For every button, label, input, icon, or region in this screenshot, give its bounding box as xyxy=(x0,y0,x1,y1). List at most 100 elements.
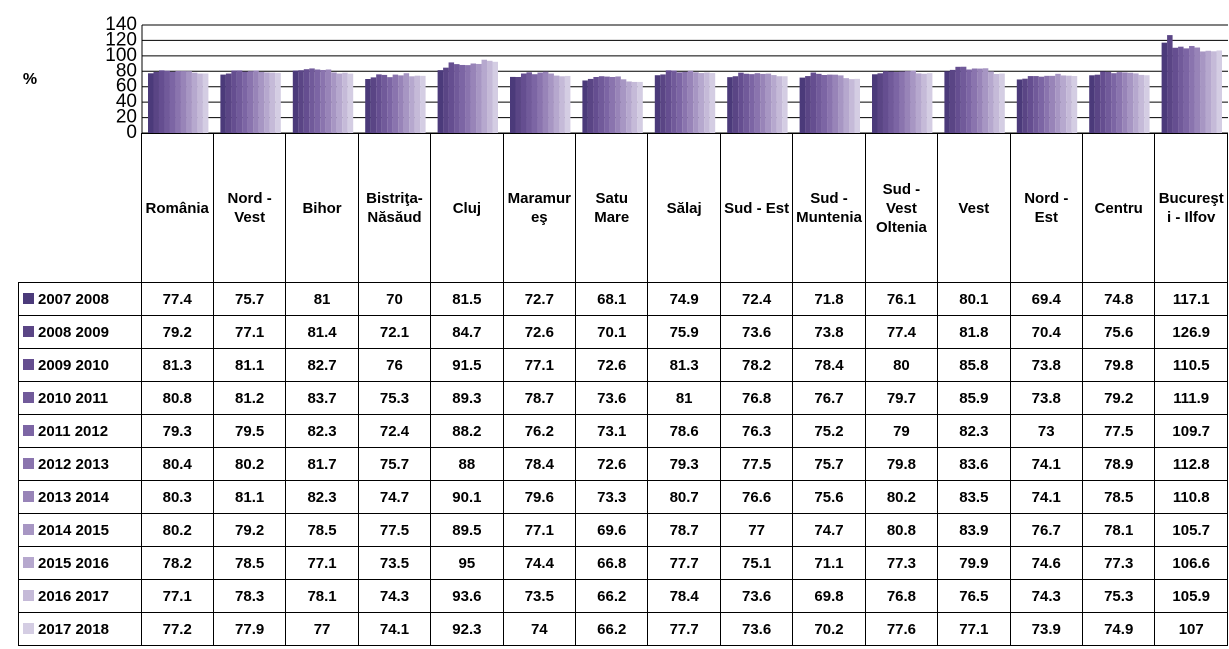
value-cell: 66.2 xyxy=(575,612,649,646)
bar xyxy=(1049,75,1056,133)
data-row: 2014 2015 80.2 79.2 78.5 77.5 89.5 77.1 69.6 78.… xyxy=(18,513,1228,547)
value-cell: 77.9 xyxy=(212,612,287,646)
value-cell: 74.7 xyxy=(792,513,866,547)
data-row: 2012 2013 80.4 80.2 81.7 75.7 88 78.4 72.6 79.3 7… xyxy=(18,447,1228,481)
value-cell: 79.2 xyxy=(1081,381,1156,415)
value-cell: 117.1 xyxy=(1154,282,1228,316)
value-cell: 79.2 xyxy=(140,315,214,349)
value-cell: 79 xyxy=(864,414,939,448)
bar xyxy=(999,73,1005,133)
bar xyxy=(805,76,811,133)
bar xyxy=(1071,75,1078,133)
bar xyxy=(331,72,337,133)
value-cell: 79.3 xyxy=(140,414,214,448)
value-cell: 106.6 xyxy=(1154,546,1228,580)
bar xyxy=(158,70,165,133)
value-cell: 109.7 xyxy=(1154,414,1228,448)
y-axis-label: % xyxy=(23,71,37,88)
bar xyxy=(336,73,343,133)
legend-label: 2009 2010 xyxy=(38,356,109,374)
value-cell: 69.6 xyxy=(575,513,649,547)
value-cell: 81 xyxy=(285,282,359,316)
value-cell: 75.7 xyxy=(792,447,866,481)
bar xyxy=(682,71,688,133)
category-label: Centru xyxy=(1081,133,1156,283)
value-cell: 77.3 xyxy=(1081,546,1156,580)
bar xyxy=(175,70,181,133)
bar xyxy=(631,81,638,133)
bar xyxy=(982,68,989,133)
value-cell: 72.4 xyxy=(357,414,432,448)
bar xyxy=(1205,50,1212,133)
value-cell: 93.6 xyxy=(430,579,504,613)
bar xyxy=(169,71,176,133)
value-cell: 66.8 xyxy=(575,546,649,580)
value-cell: 73.8 xyxy=(1009,348,1083,382)
bar xyxy=(202,73,209,133)
value-cell: 78.1 xyxy=(285,579,359,613)
value-cell: 73.6 xyxy=(719,612,794,646)
value-cell: 72.7 xyxy=(502,282,577,316)
bar xyxy=(370,77,377,133)
bar xyxy=(676,72,683,133)
bar xyxy=(153,71,159,133)
value-cell: 74 xyxy=(502,612,577,646)
value-cell: 110.5 xyxy=(1154,348,1228,382)
value-cell: 74.3 xyxy=(1009,579,1083,613)
bar xyxy=(236,70,243,133)
value-cell: 75.9 xyxy=(647,315,721,349)
bar xyxy=(698,73,705,133)
bar xyxy=(872,74,878,133)
value-cell: 84.7 xyxy=(430,315,504,349)
value-cell: 77 xyxy=(719,513,794,547)
value-cell: 78.1 xyxy=(1081,513,1156,547)
bar xyxy=(275,72,281,133)
value-cell: 74.9 xyxy=(1081,612,1156,646)
legend-cell: 2012 2013 xyxy=(18,447,142,481)
bar xyxy=(459,64,466,133)
bar xyxy=(687,70,694,133)
value-cell: 77.1 xyxy=(285,546,359,580)
bar xyxy=(1127,72,1134,133)
bar xyxy=(832,74,839,133)
bar xyxy=(1138,74,1145,133)
value-cell: 77.4 xyxy=(140,282,214,316)
value-cell: 70.4 xyxy=(1009,315,1083,349)
bar xyxy=(765,73,772,133)
legend-label: 2013 2014 xyxy=(38,488,109,506)
category-label: Vest xyxy=(937,133,1011,283)
value-cell: 73 xyxy=(1009,414,1083,448)
value-cell: 91.5 xyxy=(430,348,504,382)
value-cell: 78.7 xyxy=(647,513,721,547)
value-cell: 81.8 xyxy=(937,315,1011,349)
value-cell: 77.1 xyxy=(212,315,287,349)
bar xyxy=(191,72,198,133)
value-cell: 83.7 xyxy=(285,381,359,415)
legend-label: 2016 2017 xyxy=(38,587,109,605)
bar xyxy=(821,74,828,133)
bar xyxy=(843,78,850,133)
value-cell: 83.9 xyxy=(937,513,1011,547)
bar xyxy=(247,71,254,133)
value-cell: 81.4 xyxy=(285,315,359,349)
legend-cell: 2016 2017 xyxy=(18,579,142,613)
legend-swatch xyxy=(23,292,34,304)
bar xyxy=(231,70,237,133)
value-cell: 88.2 xyxy=(430,414,504,448)
value-cell: 78.5 xyxy=(212,546,287,580)
legend-label: 2011 2012 xyxy=(38,422,109,440)
bar xyxy=(609,76,616,133)
bar xyxy=(510,76,516,133)
value-cell: 105.7 xyxy=(1154,513,1228,547)
data-row: 2013 2014 80.3 81.1 82.3 74.7 90.1 79.6 73.3 80.… xyxy=(18,480,1228,514)
value-cell: 79.7 xyxy=(864,381,939,415)
bar xyxy=(854,78,860,133)
value-cell: 75.7 xyxy=(212,282,287,316)
legend-swatch xyxy=(23,622,34,634)
bar xyxy=(738,72,744,133)
category-label: Bucureşti - Ilfov xyxy=(1154,133,1228,283)
bar xyxy=(743,73,750,133)
bar xyxy=(1016,79,1023,133)
bar xyxy=(1044,75,1050,133)
